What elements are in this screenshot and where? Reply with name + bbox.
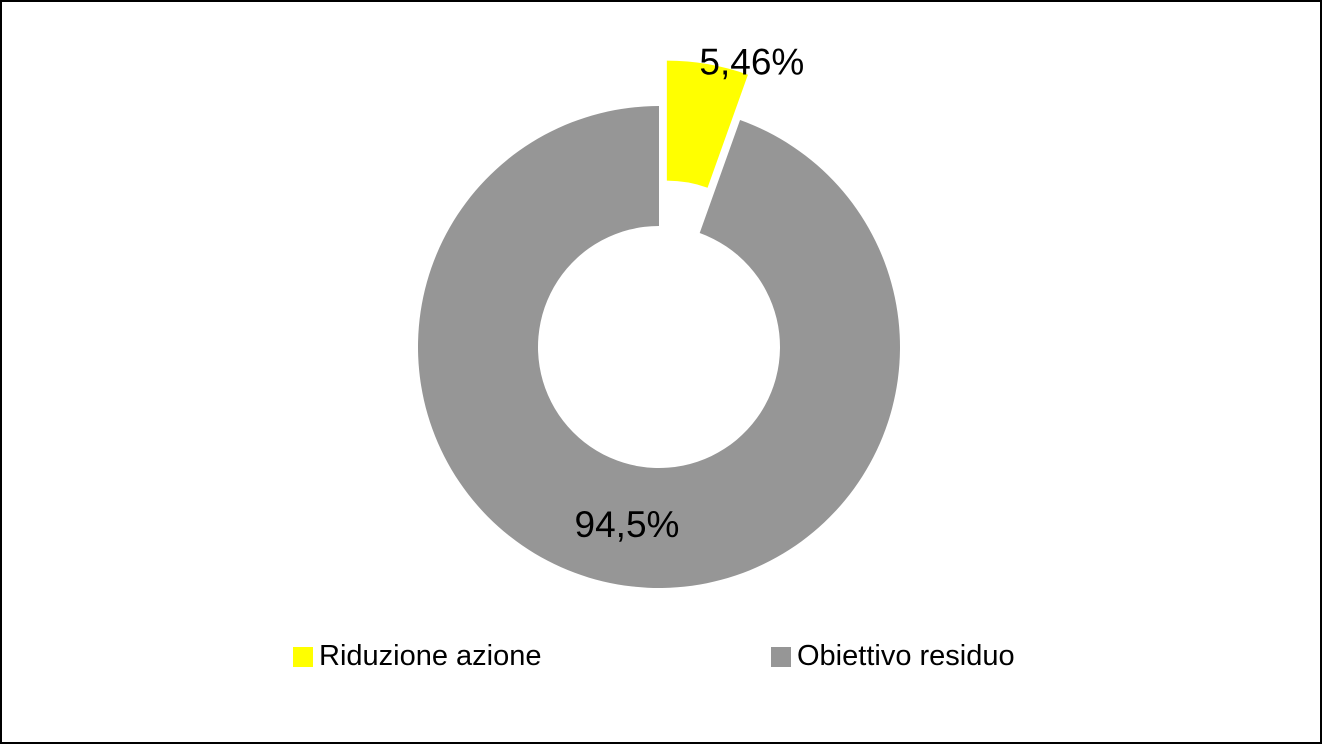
donut-chart: 5,46% 94,5% — [418, 42, 900, 588]
data-label-riduzione-azione: 5,46% — [699, 42, 804, 83]
data-labels: 5,46% 94,5% — [575, 42, 805, 545]
donut-slice-obiettivo-residuo — [418, 106, 900, 588]
legend-item-obiettivo-residuo: Obiettivo residuo — [771, 640, 1015, 673]
data-label-obiettivo-residuo: 94,5% — [575, 504, 680, 545]
donut-slice-riduzione-azione — [666, 60, 748, 188]
legend: Riduzione azione Obiettivo residuo — [0, 640, 1322, 680]
legend-item-riduzione-azione: Riduzione azione — [293, 640, 541, 673]
donut-slices — [418, 60, 900, 588]
legend-label-obiettivo-residuo: Obiettivo residuo — [797, 640, 1015, 672]
legend-label-riduzione-azione: Riduzione azione — [319, 640, 542, 672]
legend-swatch-riduzione-azione — [293, 646, 313, 667]
legend-swatch-obiettivo-residuo — [771, 646, 791, 667]
